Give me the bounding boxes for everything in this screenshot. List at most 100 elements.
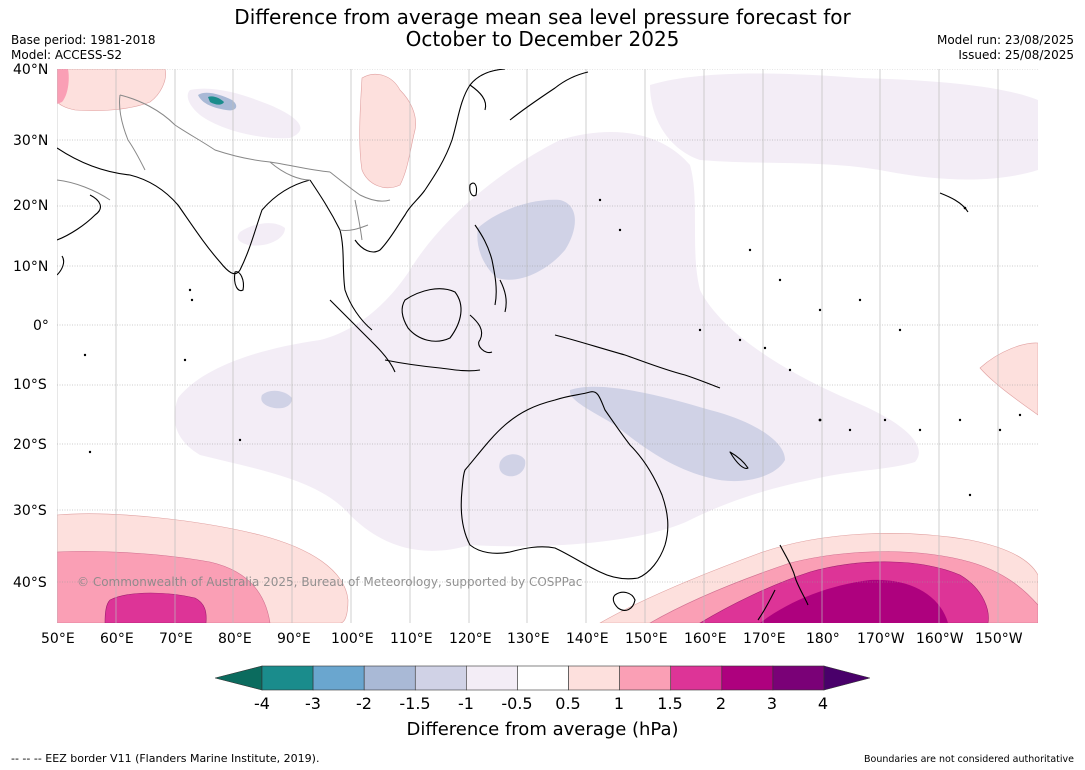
map-canvas: © Commonwealth of Australia 2025, Bureau… bbox=[57, 69, 1038, 623]
lat-label-30n: 30°N bbox=[13, 133, 49, 149]
anomaly-pink-southwest-inner bbox=[104, 592, 207, 623]
colorbar bbox=[215, 665, 870, 691]
model-name: Model: ACCESS-S2 bbox=[11, 48, 123, 62]
lon-label-80e: 80°E bbox=[218, 631, 252, 647]
colorbar-segment bbox=[466, 665, 518, 691]
colorbar-segment bbox=[772, 665, 825, 691]
base-period: Base period: 1981-2018 bbox=[11, 33, 156, 47]
colorbar-low-extend bbox=[215, 665, 263, 691]
eez-border-note: -- -- -- EEZ border V11 (Flanders Marine… bbox=[11, 752, 320, 765]
lon-label-180: 180° bbox=[806, 631, 840, 647]
colorbar-high-extend bbox=[823, 665, 870, 691]
philippines-coast bbox=[474, 224, 507, 313]
taiwan-coast bbox=[469, 182, 478, 197]
tasmania-coast bbox=[612, 591, 636, 611]
colorbar-segment bbox=[414, 665, 467, 691]
japan-coast bbox=[509, 71, 589, 121]
lon-label-120e: 120°E bbox=[449, 631, 492, 647]
colorbar-segment bbox=[721, 665, 774, 691]
grid-lines bbox=[57, 69, 1038, 583]
new-caledonia-coast bbox=[729, 451, 749, 469]
model-run: Model run: 23/08/2025 bbox=[936, 33, 1074, 47]
lat-label-10n: 10°N bbox=[13, 259, 49, 275]
colorbar-segment bbox=[517, 665, 569, 691]
colorbar-segment bbox=[261, 665, 314, 691]
meridian-lines bbox=[57, 69, 999, 623]
lon-label-100e: 100°E bbox=[331, 631, 374, 647]
lat-label-40n: 40°N bbox=[13, 62, 49, 78]
sulawesi-coast bbox=[469, 314, 493, 354]
anomaly-light-purple-india bbox=[237, 223, 285, 246]
colorbar-label: Difference from average (hPa) bbox=[406, 719, 679, 740]
anomaly-pink-north-west bbox=[57, 69, 166, 112]
australia-coast bbox=[460, 391, 669, 580]
colorbar-segments bbox=[261, 665, 825, 691]
issued-date: Issued: 25/08/2025 bbox=[958, 48, 1074, 62]
se-asia-coast bbox=[309, 179, 426, 331]
lon-label-130e: 130°E bbox=[507, 631, 550, 647]
lat-label-20n: 20°N bbox=[13, 198, 49, 214]
lat-label-10s: 10°S bbox=[13, 377, 47, 393]
colorbar-tick: -2 bbox=[356, 694, 372, 713]
lon-label-160w: 160°W bbox=[916, 631, 964, 647]
lon-label-110e: 110°E bbox=[390, 631, 433, 647]
anomaly-teal-core bbox=[208, 96, 224, 105]
sri-lanka-coast bbox=[234, 271, 244, 292]
pacific-islands bbox=[83, 198, 1022, 497]
lon-label-150e: 150°E bbox=[625, 631, 668, 647]
colorbar-segment bbox=[363, 665, 416, 691]
lat-label-40s: 40°S bbox=[13, 575, 47, 591]
lon-label-70e: 70°E bbox=[159, 631, 193, 647]
india-coast bbox=[57, 147, 311, 275]
lon-label-170e: 170°E bbox=[743, 631, 786, 647]
java-coast bbox=[384, 359, 481, 372]
colorbar-segment bbox=[619, 665, 672, 691]
anomaly-pink-china bbox=[359, 74, 416, 189]
map-watermark: © Commonwealth of Australia 2025, Bureau… bbox=[77, 575, 582, 589]
colorbar-tick: 1.5 bbox=[657, 694, 683, 713]
colorbar-tick: 2 bbox=[715, 694, 727, 713]
anomaly-lavender-australia bbox=[499, 454, 526, 477]
lon-label-160e: 160°E bbox=[684, 631, 727, 647]
colorbar-tick: -1 bbox=[458, 694, 474, 713]
new-zealand-coast bbox=[757, 544, 809, 621]
anomaly-lavender-indian-ocean bbox=[261, 390, 292, 409]
lon-label-150w: 150°W bbox=[975, 631, 1023, 647]
lon-label-50e: 50°E bbox=[41, 631, 75, 647]
colorbar-segment bbox=[312, 665, 365, 691]
sumatra-coast bbox=[329, 299, 396, 373]
lat-label-equator: 0° bbox=[33, 318, 49, 334]
colorbar-tick: -3 bbox=[305, 694, 321, 713]
borneo-coast bbox=[401, 288, 462, 342]
colorbar-tick: 3 bbox=[766, 694, 778, 713]
title-line-1: Difference from average mean sea level p… bbox=[234, 5, 851, 29]
colorbar-tick: -0.5 bbox=[501, 694, 533, 713]
lat-label-20s: 20°S bbox=[13, 437, 47, 453]
coastlines bbox=[57, 69, 969, 621]
lon-label-140e: 140°E bbox=[566, 631, 609, 647]
lon-label-90e: 90°E bbox=[277, 631, 311, 647]
country-borders bbox=[57, 94, 391, 241]
boundaries-disclaimer: Boundaries are not considered authoritat… bbox=[864, 754, 1074, 765]
korea-coast bbox=[469, 84, 487, 111]
title-line-2: October to December 2025 bbox=[405, 27, 680, 51]
colorbar-tick: -1.5 bbox=[399, 694, 431, 713]
lat-label-30s: 30°S bbox=[13, 503, 47, 519]
colorbar-tick: -4 bbox=[254, 694, 270, 713]
anomaly-pink-east-pacific bbox=[979, 342, 1038, 416]
colorbar-tick: 0.5 bbox=[555, 694, 581, 713]
colorbar-tick: 4 bbox=[817, 694, 829, 713]
colorbar-segment bbox=[568, 665, 620, 691]
anomaly-lavender-philippines bbox=[477, 199, 575, 280]
anomaly-light-purple-north bbox=[650, 73, 1038, 180]
new-guinea-coast bbox=[554, 334, 721, 389]
colorbar-tick: 1 bbox=[613, 694, 625, 713]
anomaly-lavender-coral-sea bbox=[569, 386, 785, 482]
horn-africa-coast bbox=[57, 255, 65, 276]
anomaly-deep-magenta-southeast bbox=[760, 579, 948, 623]
arabia-coast bbox=[57, 194, 101, 241]
china-coast bbox=[424, 69, 506, 191]
lon-label-60e: 60°E bbox=[100, 631, 134, 647]
anomaly-pink2-north-west bbox=[57, 69, 69, 104]
